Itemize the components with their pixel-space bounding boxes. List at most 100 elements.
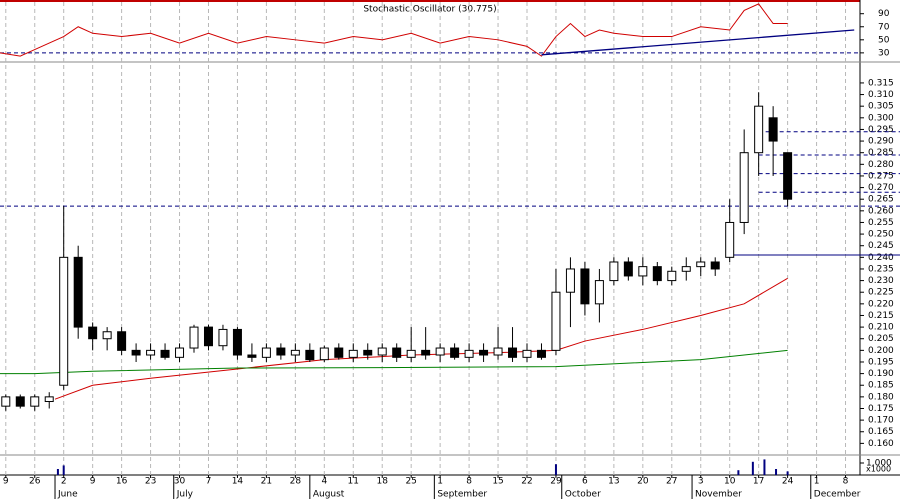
y-tick-label: 0.240 xyxy=(868,253,894,263)
y-tick-label: 70 xyxy=(878,22,890,32)
candle-body xyxy=(681,266,691,272)
y-tick-label: 0.270 xyxy=(868,183,894,193)
candle-body xyxy=(377,347,387,356)
x-tick-label: 28 xyxy=(290,477,302,487)
y-tick-label: 0.290 xyxy=(868,137,894,147)
x-tick-label: 17 xyxy=(753,477,764,487)
candle-body xyxy=(623,261,633,277)
x-tick-label: 1 xyxy=(814,477,820,487)
y-tick-label: 0.170 xyxy=(868,416,894,426)
y-tick-label: 0.160 xyxy=(868,439,894,449)
y-tick-label: 0.185 xyxy=(868,381,894,391)
candle-body xyxy=(290,349,300,356)
y-tick-label: 0.190 xyxy=(868,369,894,379)
y-tick-label: 0.195 xyxy=(868,357,894,367)
x-tick-label: 15 xyxy=(492,477,503,487)
candle-body xyxy=(232,328,242,356)
month-label: October xyxy=(565,490,601,500)
x-tick-label: 29 xyxy=(550,477,562,487)
candle-body xyxy=(189,326,199,349)
candle-body xyxy=(421,349,431,356)
y-tick-label: 0.280 xyxy=(868,160,894,170)
candle-body xyxy=(319,347,329,361)
y-tick-label: 0.230 xyxy=(868,276,894,286)
month-label: September xyxy=(437,490,487,500)
x-tick-label: 4 xyxy=(321,477,327,487)
y-tick-label: 0.285 xyxy=(868,148,894,158)
candle-body xyxy=(565,268,575,293)
indicator-title: Stochastic Oscillator (30.775) xyxy=(363,5,496,15)
indicator-line xyxy=(0,3,788,57)
x-tick-label: 9 xyxy=(3,477,9,487)
candle-body xyxy=(1,396,11,407)
candle-body xyxy=(44,396,54,403)
y-tick-label: 0.310 xyxy=(868,90,894,100)
candle-body xyxy=(146,349,156,356)
candle-body xyxy=(450,347,460,358)
candle-body xyxy=(261,347,271,358)
candle-body xyxy=(363,349,373,356)
y-tick-label: 0.180 xyxy=(868,392,894,402)
candle-body xyxy=(305,349,315,361)
candle-body xyxy=(522,349,532,358)
x-tick-label: 10 xyxy=(724,477,736,487)
candle-body xyxy=(392,347,402,358)
y-tick-label: 0.275 xyxy=(868,171,894,181)
candle-body xyxy=(464,349,474,358)
candle-body xyxy=(638,266,648,277)
candle-body xyxy=(102,331,112,340)
candle-body xyxy=(725,221,735,258)
y-tick-label: 0.295 xyxy=(868,125,894,135)
candle-body xyxy=(131,349,141,356)
y-tick-label: 0.165 xyxy=(868,427,894,437)
y-tick-label: 0.220 xyxy=(868,299,894,309)
candle-body xyxy=(768,117,778,142)
y-tick-label: 1,000 xyxy=(866,459,892,469)
candle-body xyxy=(218,328,228,347)
y-tick-label: 0.205 xyxy=(868,334,894,344)
y-tick-label: 0.300 xyxy=(868,113,894,123)
y-tick-label: 0.315 xyxy=(868,78,894,88)
candle-body xyxy=(117,331,127,351)
y-tick-label: 50 xyxy=(878,35,890,45)
x-tick-label: 13 xyxy=(608,477,619,487)
candle-body xyxy=(175,347,185,358)
x-tick-label: 30 xyxy=(174,477,186,487)
x-tick-label: 8 xyxy=(466,477,472,487)
x-tick-label: 7 xyxy=(206,477,212,487)
candle-body xyxy=(536,349,546,358)
y-tick-label: 30 xyxy=(878,48,890,58)
candle-body xyxy=(160,349,170,358)
x-tick-label: 26 xyxy=(29,477,41,487)
candle-body xyxy=(594,280,604,305)
x-tick-label: 8 xyxy=(843,477,849,487)
candle-body xyxy=(247,354,257,358)
x-tick-label: 11 xyxy=(348,477,359,487)
x-tick-label: 18 xyxy=(376,477,388,487)
candle-body xyxy=(30,396,40,407)
x-tick-label: 25 xyxy=(405,477,416,487)
candle-body xyxy=(406,349,416,358)
x-tick-label: 1 xyxy=(437,477,443,487)
x-tick-label: 16 xyxy=(116,477,128,487)
x-tick-label: 2 xyxy=(61,477,67,487)
candle-body xyxy=(203,326,213,347)
x-tick-label: 27 xyxy=(666,477,677,487)
candle-body xyxy=(696,261,706,268)
y-tick-label: 0.215 xyxy=(868,311,894,321)
y-tick-label: 0.175 xyxy=(868,404,894,414)
y-tick-label: 0.305 xyxy=(868,102,894,112)
x-tick-label: 9 xyxy=(90,477,96,487)
candle-body xyxy=(73,256,83,328)
x-tick-label: 23 xyxy=(145,477,156,487)
y-tick-label: 0.250 xyxy=(868,230,894,240)
candle-body xyxy=(59,256,69,386)
x-tick-label: 22 xyxy=(521,477,532,487)
moving-average xyxy=(0,349,788,375)
candle-body xyxy=(783,152,793,200)
candle-body xyxy=(334,347,344,358)
y-tick-label: 0.210 xyxy=(868,323,894,333)
candle-body xyxy=(580,268,590,305)
month-label: August xyxy=(313,490,345,500)
